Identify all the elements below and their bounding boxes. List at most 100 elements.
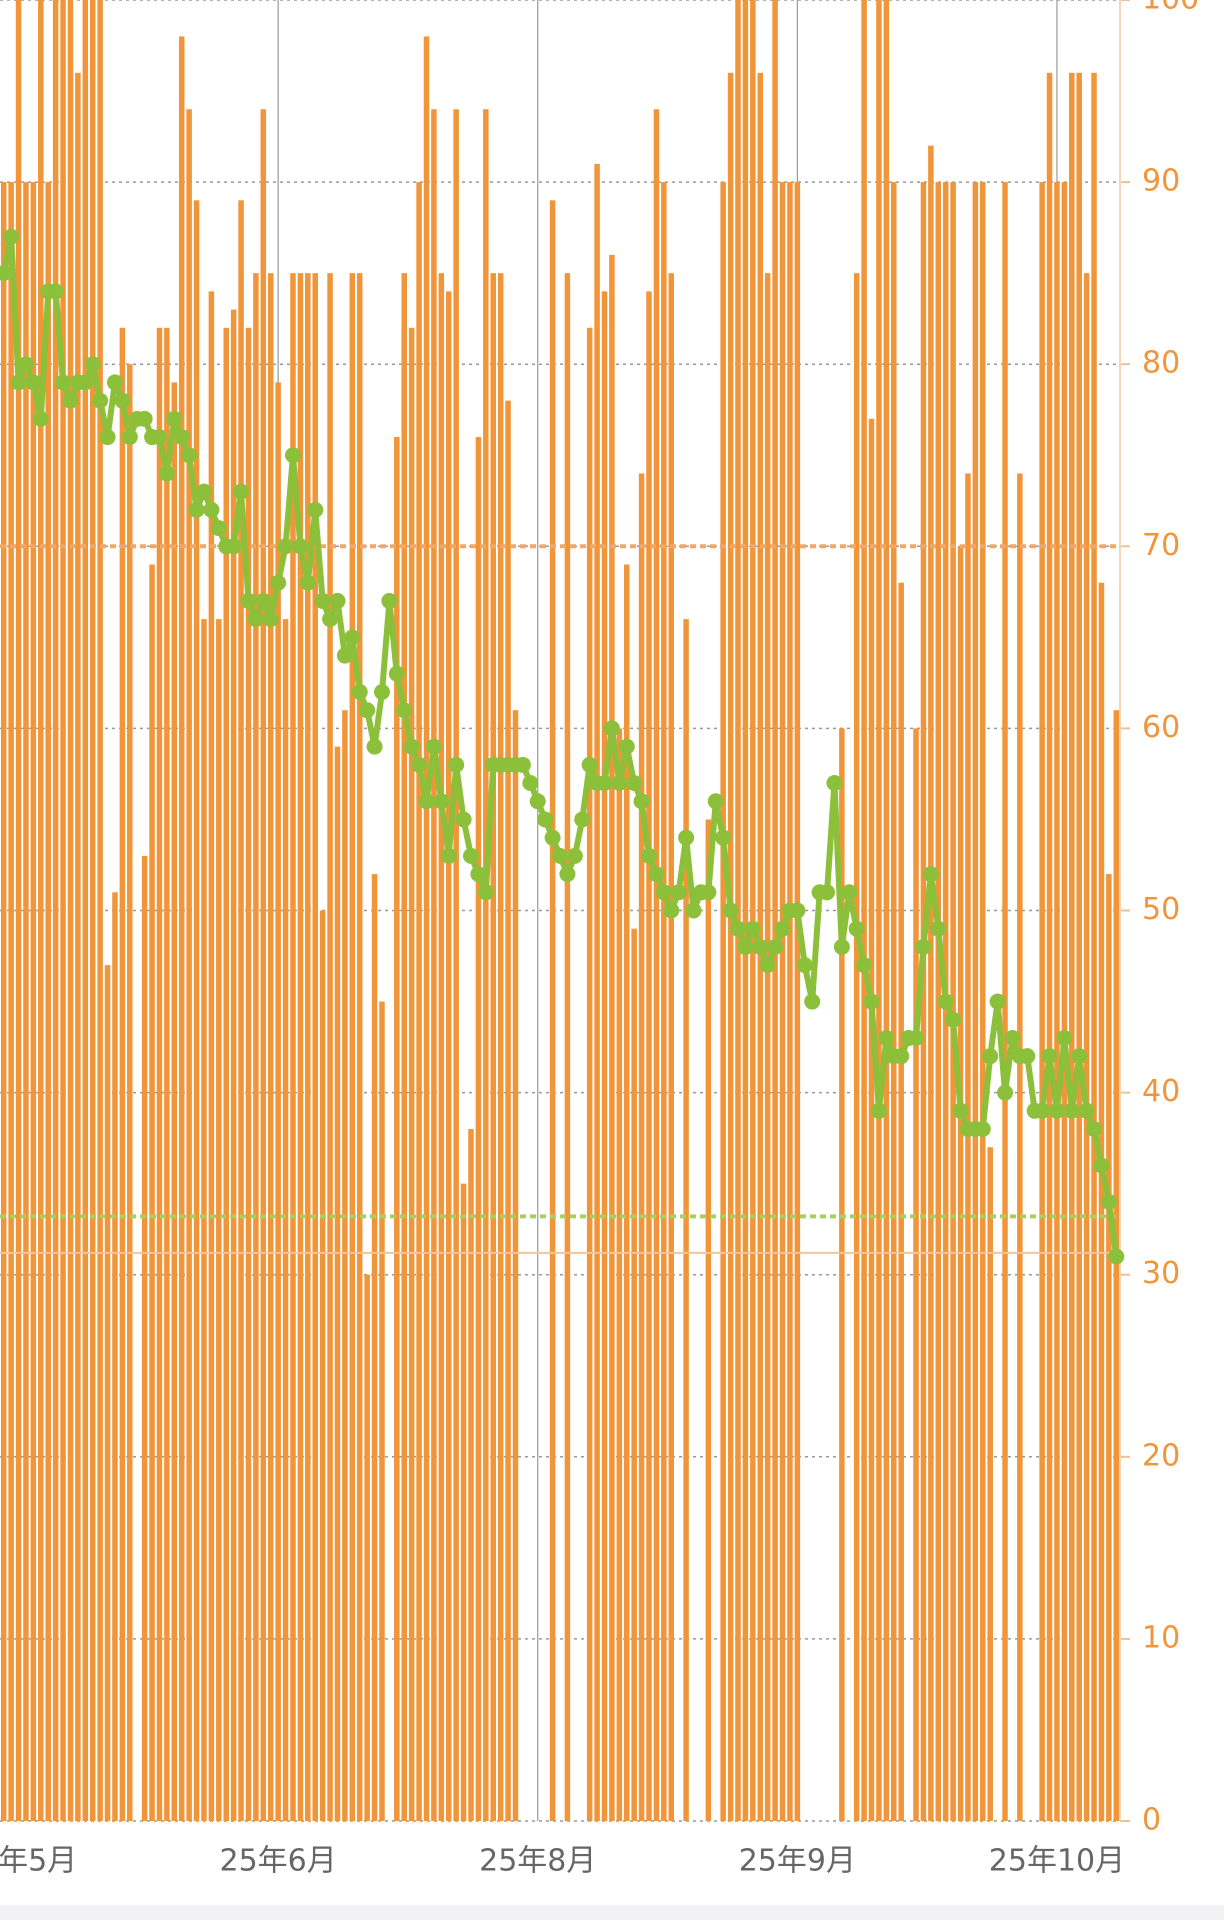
bar — [1083, 273, 1090, 1821]
bar — [0, 182, 7, 1822]
line-point — [307, 501, 324, 518]
line-point — [1041, 1048, 1058, 1065]
line-point — [1004, 1029, 1021, 1046]
bar — [750, 0, 756, 1821]
bar — [609, 254, 615, 1822]
bar — [661, 182, 667, 1822]
line-point — [930, 920, 947, 937]
bar — [1106, 874, 1112, 1821]
bar — [408, 327, 415, 1821]
line-point — [381, 592, 398, 609]
bar — [364, 1274, 370, 1821]
line-point — [648, 866, 665, 883]
y-tick-label: 70 — [1142, 528, 1180, 563]
line-point — [989, 993, 1006, 1010]
line-point — [1048, 1102, 1065, 1119]
y-tick-label: 90 — [1142, 164, 1180, 199]
bar — [505, 400, 511, 1821]
line-point — [418, 793, 435, 810]
bar — [1039, 182, 1045, 1822]
line-point — [945, 1011, 962, 1028]
bar — [431, 109, 437, 1821]
line-point — [752, 938, 769, 955]
line-point — [856, 957, 873, 974]
line-point — [707, 793, 724, 810]
bar — [742, 0, 749, 1821]
bar — [720, 182, 726, 1822]
line-point — [730, 920, 747, 937]
bar — [683, 619, 689, 1821]
line-point — [715, 829, 732, 846]
y-tick-label: 40 — [1142, 1074, 1180, 1109]
bar — [290, 273, 296, 1821]
bar — [416, 182, 422, 1822]
bar — [75, 72, 81, 1822]
line-point — [0, 265, 12, 282]
bar — [349, 273, 356, 1821]
x-tick-label: 25年5月 — [0, 1844, 77, 1879]
line-point — [47, 283, 64, 300]
bar — [82, 0, 89, 1821]
line-point — [366, 738, 383, 755]
bar — [1017, 473, 1023, 1822]
bar — [475, 437, 482, 1821]
line-point — [641, 847, 658, 864]
bar — [1091, 72, 1097, 1822]
bar — [853, 273, 860, 1821]
bar — [401, 273, 407, 1821]
bar — [104, 965, 111, 1821]
line-point — [737, 938, 754, 955]
line-point — [767, 938, 784, 955]
bar — [186, 109, 192, 1821]
line-point — [62, 392, 79, 409]
bar — [468, 1129, 474, 1821]
line-point — [1108, 1248, 1125, 1265]
line-point — [322, 611, 339, 628]
bar — [379, 1001, 385, 1821]
line-point — [17, 356, 34, 373]
bar — [38, 0, 44, 1821]
line-point — [529, 793, 546, 810]
line-point — [559, 866, 576, 883]
line-point — [552, 847, 568, 864]
line-point — [359, 702, 376, 719]
bar — [594, 163, 600, 1821]
line-point — [514, 756, 531, 773]
line-point — [863, 993, 880, 1010]
bar — [260, 109, 267, 1821]
line-point — [336, 647, 353, 664]
y-tick-label: 20 — [1142, 1438, 1180, 1473]
line-point — [210, 520, 227, 537]
bar — [564, 273, 571, 1821]
bar — [624, 564, 630, 1821]
line-point — [596, 775, 613, 792]
bar — [1113, 710, 1120, 1822]
line-point — [826, 775, 843, 792]
line-point — [55, 374, 72, 391]
bar — [112, 892, 118, 1821]
bar — [668, 273, 675, 1821]
line-point — [870, 1102, 887, 1119]
line-point — [106, 374, 123, 391]
line-point — [403, 738, 420, 755]
line-point — [411, 756, 428, 773]
line-point — [1019, 1048, 1036, 1065]
bar — [646, 291, 652, 1821]
bar — [727, 72, 734, 1822]
line-point — [566, 847, 583, 864]
line-point — [25, 374, 42, 391]
line-point — [136, 410, 153, 427]
bar — [549, 200, 556, 1821]
bar — [1076, 72, 1082, 1822]
line-point — [448, 756, 465, 773]
line-point — [203, 501, 220, 518]
bar — [30, 182, 37, 1822]
line-point — [314, 592, 331, 609]
line-point — [299, 574, 316, 591]
bar — [483, 109, 489, 1821]
line-point — [255, 592, 272, 609]
bar — [512, 710, 519, 1822]
line-point — [470, 866, 487, 883]
x-tick-label: 25年10月 — [989, 1844, 1125, 1879]
line-point — [611, 775, 628, 792]
